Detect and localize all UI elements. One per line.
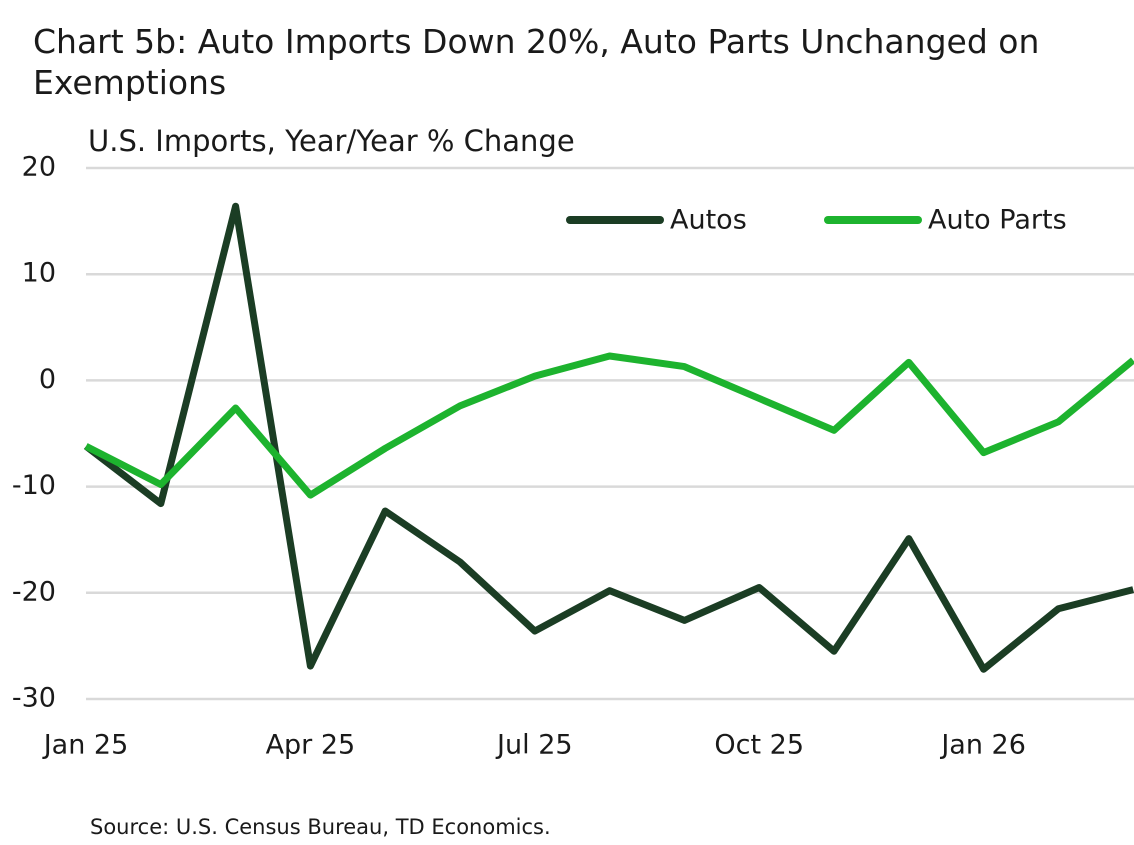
y-tick-label: -10	[12, 470, 56, 501]
chart-title: Chart 5b: Auto Imports Down 20%, Auto Pa…	[33, 22, 1040, 102]
chart-subtitle: U.S. Imports, Year/Year % Change	[88, 124, 575, 158]
x-tick-label: Jan 25	[42, 730, 129, 761]
x-tick-label: Apr 25	[266, 730, 356, 761]
x-tick-label: Jul 25	[495, 730, 573, 761]
y-tick-label: -20	[12, 576, 56, 607]
x-tick-label: Oct 25	[714, 730, 804, 761]
y-tick-label: 10	[22, 258, 56, 289]
y-tick-label: 20	[22, 152, 56, 183]
legend-label: Autos	[670, 205, 747, 236]
y-tick-label: -30	[12, 683, 56, 714]
x-tick-label: Jan 26	[939, 730, 1026, 761]
series-line	[83, 202, 1134, 673]
legend-label: Auto Parts	[928, 205, 1067, 236]
y-tick-label: 0	[39, 364, 56, 395]
series-line	[84, 352, 1134, 499]
source-note: Source: U.S. Census Bureau, TD Economics…	[90, 815, 551, 839]
